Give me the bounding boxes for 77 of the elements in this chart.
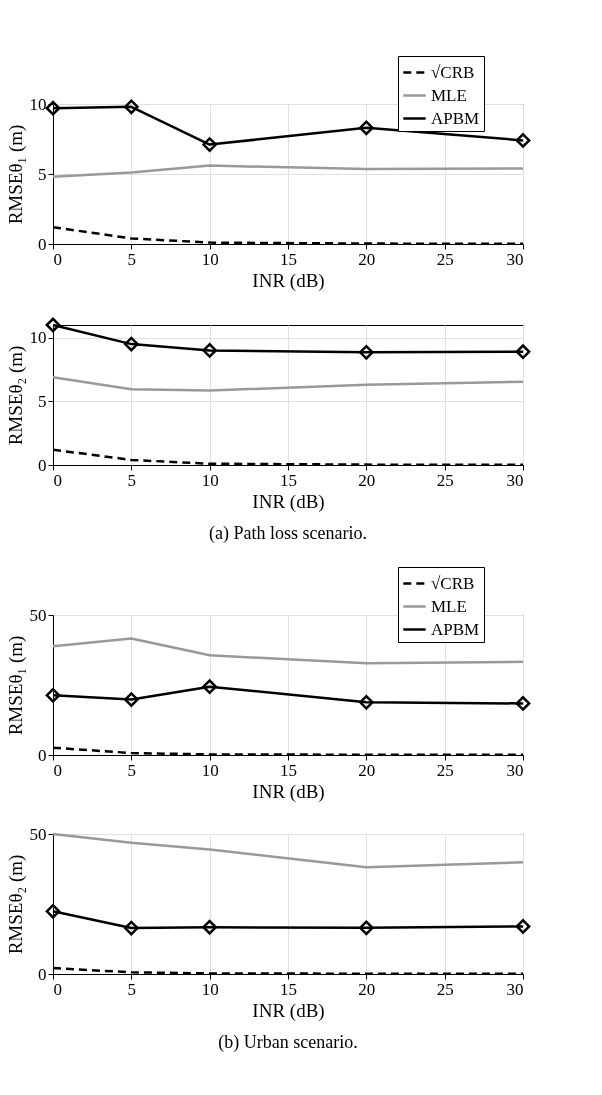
x-tick-label: 15 (280, 979, 297, 999)
x-tick-label: 15 (280, 249, 297, 269)
x-axis-title: INR (dB) (252, 269, 325, 292)
y-axis-title: RMSEθ₁ (m) (4, 635, 27, 736)
x-tick-label: 0 (53, 249, 62, 269)
x-tick-label: 20 (358, 249, 376, 269)
x-axis-title: INR (dB) (252, 999, 325, 1022)
x-tick-label: 20 (358, 979, 376, 999)
point (123, 336, 139, 352)
text: (b) Urban scenario. (218, 1032, 358, 1053)
x-tick-label: 15 (280, 470, 297, 490)
point (515, 344, 531, 360)
x-tick-label: 0 (53, 760, 62, 780)
x-tick-label: 25 (436, 979, 454, 999)
x-tick-label: 0 (53, 470, 62, 490)
point (515, 919, 531, 934)
y-tick-label: 5 (38, 164, 47, 184)
y-tick-label: 0 (38, 964, 47, 984)
line-series (51, 164, 525, 179)
x-tick-label: 25 (436, 760, 454, 780)
x-tick-label: 10 (201, 979, 219, 999)
x-tick-label: 30 (506, 760, 524, 780)
x-tick-label: 15 (280, 760, 297, 780)
x-tick-label: 0 (53, 979, 62, 999)
x-tick-label: 20 (358, 470, 376, 490)
point (358, 694, 374, 710)
point (515, 696, 531, 711)
legend-label: √CRB (431, 62, 475, 82)
point (202, 679, 218, 695)
x-tick-label: 5 (127, 979, 137, 999)
y-tick-label: 10 (29, 328, 47, 348)
point (45, 903, 61, 919)
point (45, 317, 61, 333)
x-tick-label: 30 (506, 249, 524, 269)
y-axis-title: RMSEθ₁ (m) (4, 124, 27, 225)
y-tick-label: 0 (38, 455, 47, 475)
x-tick-label: 10 (201, 760, 219, 780)
y-axis-title: RMSEθ₂ (m) (4, 854, 27, 955)
x-tick-label: 10 (201, 470, 219, 490)
point (202, 343, 218, 358)
point (358, 344, 374, 360)
point (123, 692, 139, 707)
y-tick-label: 50 (29, 824, 47, 844)
point (202, 919, 218, 935)
y-tick-label: 0 (38, 234, 47, 254)
y-tick-label: 50 (29, 605, 47, 625)
y-tick-label: 10 (29, 94, 47, 114)
legend-label: MLE (431, 85, 467, 105)
point (123, 920, 139, 936)
legend-label: MLE (431, 596, 467, 616)
x-axis-title: INR (dB) (252, 490, 325, 513)
x-tick-label: 5 (127, 249, 137, 269)
point (358, 120, 374, 136)
point (202, 137, 218, 152)
x-tick-label: 5 (127, 470, 137, 490)
x-tick-label: 25 (436, 470, 454, 490)
point (123, 99, 139, 115)
y-tick-label: 5 (38, 391, 47, 411)
x-tick-label: 30 (506, 979, 524, 999)
x-tick-label: 25 (436, 249, 454, 269)
x-axis-title: INR (dB) (252, 780, 325, 803)
text: (a) Path loss scenario. (209, 523, 367, 544)
y-tick-label: 0 (38, 745, 47, 765)
point (358, 920, 374, 936)
legend-label: APBM (431, 108, 480, 128)
x-tick-label: 30 (506, 470, 524, 490)
line-series (51, 637, 525, 665)
point (515, 133, 531, 148)
point (45, 687, 61, 703)
x-tick-label: 10 (201, 249, 219, 269)
legend-label: √CRB (431, 573, 475, 593)
point (45, 100, 61, 116)
line-series (51, 375, 525, 392)
y-axis-title: RMSEθ₂ (m) (4, 345, 27, 446)
x-tick-label: 20 (358, 760, 376, 780)
x-tick-label: 5 (127, 760, 137, 780)
legend-label: APBM (431, 619, 480, 639)
